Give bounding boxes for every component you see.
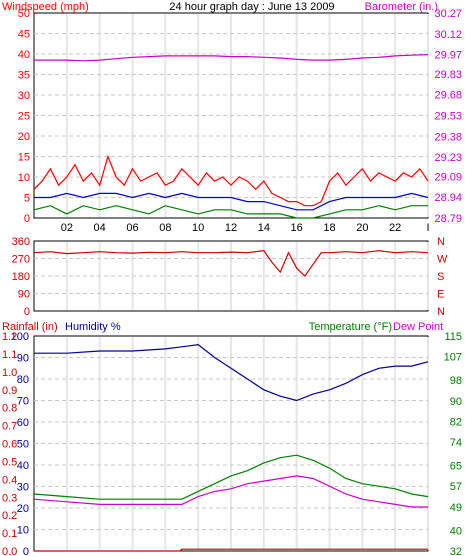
dew-point-axis-title: Dew Point [393, 321, 443, 333]
x-tick-label: I [426, 222, 429, 234]
rain-axis-title: Rainfall (in) [2, 321, 58, 333]
y-tick-label-right: 30.12 [434, 29, 462, 41]
y-tick-label-humidity: 50 [17, 439, 29, 451]
y-tick-label-right: 28.79 [434, 213, 462, 225]
y-tick-label-left: 10 [18, 172, 30, 184]
series-line-humidity [34, 343, 429, 402]
y-tick-label-temperature: 82 [450, 416, 462, 428]
x-tick-label: 14 [258, 222, 270, 234]
y-tick-label-right: 29.23 [434, 152, 462, 164]
x-tick-label: 04 [94, 222, 106, 234]
y-tick-label-rain: 0.0 [2, 546, 17, 556]
y-tick-label-left: 30 [18, 90, 30, 102]
y-tick-label-temperature: 65 [450, 461, 462, 473]
y-tick-label-left: 25 [18, 111, 30, 123]
y-tick-label-left: 360 [12, 236, 30, 248]
compass-label: N [437, 306, 445, 318]
y-tick-label-left: 45 [18, 29, 30, 41]
y-tick-label-left: 40 [18, 49, 30, 61]
y-tick-label-humidity: 20 [17, 503, 29, 515]
y-tick-label-rain: 1.0 [2, 367, 17, 379]
series-line-temperature [33, 454, 429, 500]
y-tick-label-humidity: 100 [11, 331, 29, 343]
y-tick-label-left: 50 [18, 8, 30, 20]
y-tick-label-temperature: 107 [444, 352, 462, 364]
y-tick-label-temperature: 32 [450, 546, 462, 556]
y-tick-label-rain: 0.2 [2, 510, 17, 522]
y-tick-label-temperature: 115 [444, 331, 462, 343]
y-tick-label-left: 15 [18, 152, 30, 164]
y-tick-label-rain: 0.6 [2, 439, 17, 451]
y-tick-label-left: 0 [24, 213, 30, 225]
series-line-barometer [34, 54, 429, 62]
y-tick-label-right: 29.53 [434, 111, 462, 123]
x-tick-label: 10 [192, 222, 204, 234]
series-line-direction [33, 250, 429, 277]
y-tick-label-left: 270 [12, 254, 30, 266]
chart-title: 24 hour graph day : June 13 2009 [169, 1, 334, 13]
x-tick-label: 22 [389, 222, 401, 234]
wind-axis-title: Windspeed (mph) [2, 1, 89, 13]
x-tick-label: 02 [61, 222, 73, 234]
x-tick-label: 20 [356, 222, 368, 234]
compass-label: E [437, 289, 444, 301]
x-tick-label: 06 [126, 222, 138, 234]
y-tick-label-left: 20 [18, 131, 30, 143]
y-tick-label-temperature: 90 [450, 396, 462, 408]
y-tick-label-right: 29.38 [434, 131, 462, 143]
y-tick-label-left: 180 [12, 271, 30, 283]
y-tick-label-humidity: 90 [17, 353, 29, 365]
y-tick-label-left: 5 [24, 193, 30, 205]
y-tick-label-rain: 1.1 [2, 349, 17, 361]
y-tick-label-temperature: 98 [450, 375, 462, 387]
y-tick-label-right: 29.09 [434, 171, 462, 183]
y-tick-label-rain: 0.3 [2, 492, 17, 504]
y-tick-label-right: 28.94 [434, 192, 462, 204]
y-tick-label-rain: 0.1 [2, 528, 17, 540]
y-tick-label-rain: 0.7 [2, 421, 17, 433]
x-tick-label: 12 [225, 222, 237, 234]
temperature-axis-title: Temperature (°F) [309, 321, 392, 333]
x-tick-label: 08 [159, 222, 171, 234]
series-line-gust [34, 192, 429, 211]
y-tick-label-right: 29.68 [434, 90, 462, 102]
series-line-wind [33, 154, 429, 207]
y-tick-label-humidity: 80 [17, 374, 29, 386]
y-tick-label-right: 29.97 [434, 50, 462, 62]
y-tick-label-humidity: 40 [17, 460, 29, 472]
y-tick-label-left: 35 [18, 70, 30, 82]
humidity-axis-title: Humidity % [65, 321, 121, 333]
y-tick-label-rain: 0.8 [2, 403, 17, 415]
y-tick-label-humidity: 30 [17, 482, 29, 494]
series-line-rain [34, 548, 428, 552]
y-tick-label-left: 0 [24, 306, 30, 318]
compass-label: N [437, 236, 445, 248]
y-tick-label-humidity: 70 [17, 396, 29, 408]
y-tick-label-humidity: 10 [17, 525, 29, 537]
y-tick-label-temperature: 40 [450, 525, 462, 537]
y-tick-label-left: 90 [18, 289, 30, 301]
barometer-axis-title: Barometer (in.) [365, 1, 438, 13]
x-tick-label: 16 [291, 222, 303, 234]
y-tick-label-right: 30.27 [434, 8, 462, 20]
compass-label: W [437, 254, 448, 266]
series-line-wind_min [33, 205, 428, 219]
y-tick-label-right: 29.83 [434, 69, 462, 81]
y-tick-label-humidity: 0 [23, 546, 29, 556]
x-tick-label: 18 [323, 222, 335, 234]
y-tick-label-temperature: 49 [450, 502, 462, 514]
compass-label: S [437, 271, 444, 283]
y-tick-label-rain: 1.2 [2, 331, 17, 343]
y-tick-label-humidity: 60 [17, 417, 29, 429]
series-line-dew_point [33, 475, 428, 508]
y-tick-label-temperature: 57 [450, 481, 462, 493]
y-tick-label-rain: 0.4 [2, 474, 17, 486]
y-tick-label-temperature: 74 [450, 437, 462, 449]
y-tick-label-rain: 0.9 [2, 385, 17, 397]
y-tick-label-rain: 0.5 [2, 456, 17, 468]
